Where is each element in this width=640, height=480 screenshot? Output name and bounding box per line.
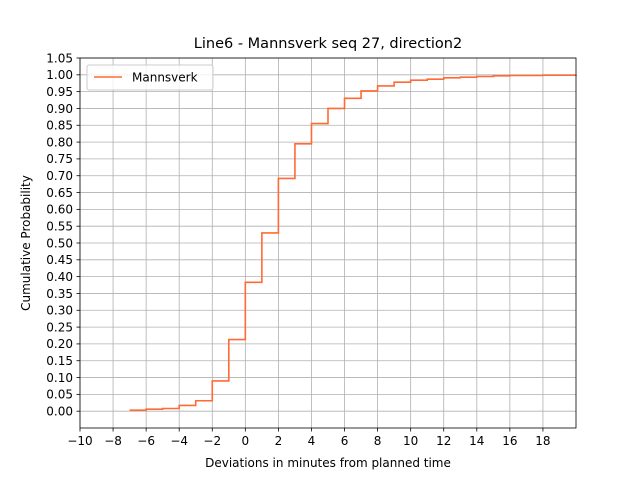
x-tick-label: −4 bbox=[170, 434, 188, 448]
y-tick-label: 0.70 bbox=[46, 169, 73, 183]
x-tick-label: −8 bbox=[104, 434, 122, 448]
x-tick-label: −6 bbox=[137, 434, 155, 448]
y-tick-label: 0.25 bbox=[46, 320, 73, 334]
x-tick-label: 2 bbox=[275, 434, 283, 448]
legend: Mannsverk bbox=[86, 64, 214, 91]
x-tick-label: 16 bbox=[502, 434, 517, 448]
y-tick-label: 0.00 bbox=[46, 404, 73, 418]
x-tick-label: 4 bbox=[308, 434, 316, 448]
x-tick-label: 8 bbox=[374, 434, 382, 448]
y-tick-label: 1.05 bbox=[46, 51, 73, 65]
series-line-mannsverk bbox=[129, 74, 577, 411]
y-tick-label: 0.05 bbox=[46, 388, 73, 402]
y-tick-label: 0.45 bbox=[46, 253, 73, 267]
legend-label-mannsverk: Mannsverk bbox=[132, 71, 198, 85]
x-tick-label: 14 bbox=[469, 434, 484, 448]
y-tick-label: 0.65 bbox=[46, 186, 73, 200]
x-tick-label: 0 bbox=[242, 434, 250, 448]
legend-box bbox=[86, 64, 214, 91]
chart-title: Line6 - Mannsverk seq 27, direction2 bbox=[194, 36, 462, 52]
x-tick-label: −10 bbox=[67, 434, 92, 448]
x-axis-label: Deviations in minutes from planned time bbox=[205, 456, 451, 470]
y-tick-label: 0.80 bbox=[46, 135, 73, 149]
series-layer bbox=[129, 74, 577, 411]
x-tick-label: 10 bbox=[403, 434, 418, 448]
y-tick-label: 0.35 bbox=[46, 287, 73, 301]
y-tick-label: 0.55 bbox=[46, 219, 73, 233]
y-tick-label: 0.10 bbox=[46, 371, 73, 385]
y-tick-label: 0.60 bbox=[46, 203, 73, 217]
y-tick-label: 0.20 bbox=[46, 337, 73, 351]
x-tick-label: 18 bbox=[535, 434, 550, 448]
y-tick-label: 0.50 bbox=[46, 236, 73, 250]
x-tick-label: 6 bbox=[341, 434, 349, 448]
ticks: −10 −8 −6 −4 −2 0 2 4 6 8 10 12 14 16 18 0.00 0.05 0.10 0.… bbox=[46, 51, 550, 448]
x-tick-label: −2 bbox=[203, 434, 221, 448]
y-tick-label: 0.40 bbox=[46, 270, 73, 284]
y-axis-label: Cumulative Probability bbox=[19, 175, 33, 311]
grid bbox=[79, 57, 576, 428]
y-tick-label: 0.90 bbox=[46, 102, 73, 116]
y-tick-label: 0.15 bbox=[46, 354, 73, 368]
y-tick-label: 0.85 bbox=[46, 119, 73, 133]
y-tick-label: 0.95 bbox=[46, 85, 73, 99]
y-tick-label: 0.30 bbox=[46, 304, 73, 318]
y-tick-label: 0.75 bbox=[46, 152, 73, 166]
x-tick-label: 12 bbox=[436, 434, 451, 448]
y-tick-label: 1.00 bbox=[46, 68, 73, 82]
